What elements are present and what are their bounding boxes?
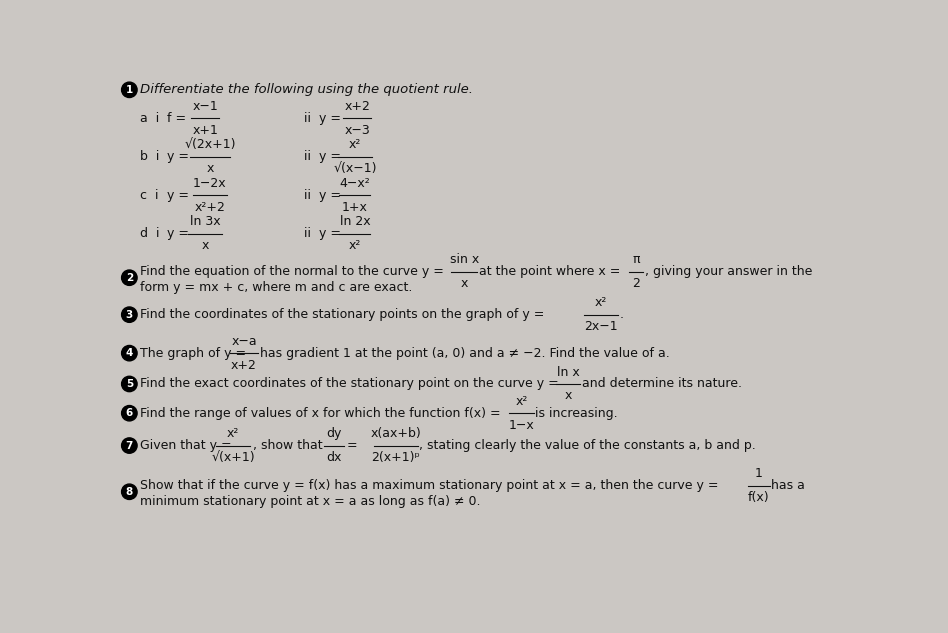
Text: f(x): f(x) (748, 491, 770, 504)
Text: 1−2x: 1−2x (193, 177, 227, 190)
Text: ln x: ln x (556, 366, 579, 379)
Text: √(2x+1): √(2x+1) (184, 139, 236, 151)
Text: 4−x²: 4−x² (339, 177, 371, 190)
Text: x²: x² (349, 239, 361, 252)
Text: ln 3x: ln 3x (190, 215, 221, 229)
Text: has a: has a (771, 479, 805, 492)
Text: and determine its nature.: and determine its nature. (582, 377, 742, 391)
Text: x²: x² (516, 395, 528, 408)
Text: =: = (346, 439, 357, 452)
Text: minimum stationary point at x = a as long as f(a) ≠ 0.: minimum stationary point at x = a as lon… (140, 494, 481, 508)
Text: 8: 8 (126, 487, 133, 497)
Text: 1−x: 1−x (509, 418, 535, 432)
Text: x²: x² (594, 296, 607, 310)
Text: dx: dx (326, 451, 341, 464)
Text: ii  y =: ii y = (304, 189, 341, 202)
Text: y =: y = (168, 150, 190, 163)
Circle shape (121, 82, 137, 97)
Text: x+2: x+2 (344, 100, 370, 113)
Text: Given that y =: Given that y = (140, 439, 232, 452)
Circle shape (121, 307, 137, 322)
Text: y =: y = (168, 227, 190, 241)
Text: 1: 1 (755, 467, 762, 480)
Text: a  i: a i (140, 112, 159, 125)
Text: Find the coordinates of the stationary points on the graph of y =: Find the coordinates of the stationary p… (140, 308, 544, 321)
Circle shape (121, 270, 137, 285)
Text: x²+2: x²+2 (194, 201, 226, 214)
Text: ln 2x: ln 2x (339, 215, 370, 229)
Text: is increasing.: is increasing. (536, 407, 618, 420)
Text: 6: 6 (126, 408, 133, 418)
Text: dy: dy (326, 427, 341, 440)
Circle shape (121, 346, 137, 361)
Text: d  i: d i (140, 227, 159, 241)
Text: 2: 2 (632, 277, 640, 290)
Text: 5: 5 (126, 379, 133, 389)
Text: Find the range of values of x for which the function f(x) =: Find the range of values of x for which … (140, 407, 501, 420)
Text: , show that: , show that (252, 439, 322, 452)
Text: √(x+1): √(x+1) (211, 451, 255, 464)
Text: .: . (619, 308, 623, 321)
Text: , stating clearly the value of the constants a, b and p.: , stating clearly the value of the const… (419, 439, 756, 452)
Text: 2: 2 (126, 273, 133, 283)
Text: f =: f = (168, 112, 187, 125)
Text: 2(x+1)ᵖ: 2(x+1)ᵖ (372, 451, 420, 464)
Text: 1+x: 1+x (342, 201, 368, 214)
Text: Show that if the curve y = f(x) has a maximum stationary point at x = a, then th: Show that if the curve y = f(x) has a ma… (140, 479, 719, 492)
Text: form y = mx + c, where m and c are exact.: form y = mx + c, where m and c are exact… (140, 281, 412, 294)
Text: x−3: x−3 (344, 123, 370, 137)
Circle shape (121, 376, 137, 392)
Text: π: π (632, 253, 640, 266)
Text: x+1: x+1 (192, 123, 218, 137)
Text: 3: 3 (126, 310, 133, 320)
Text: b  i: b i (140, 150, 159, 163)
Text: 1: 1 (126, 85, 133, 95)
Circle shape (121, 438, 137, 453)
Text: c  i: c i (140, 189, 158, 202)
Text: 7: 7 (126, 441, 133, 451)
Text: x: x (202, 239, 209, 252)
Text: √(x−1): √(x−1) (333, 162, 376, 175)
Text: , giving your answer in the: , giving your answer in the (645, 265, 812, 278)
Text: x²: x² (227, 427, 240, 440)
Text: x: x (207, 162, 213, 175)
Text: 4: 4 (126, 348, 133, 358)
Text: 2x−1: 2x−1 (584, 320, 617, 333)
Circle shape (121, 406, 137, 421)
Text: ii  y =: ii y = (304, 227, 341, 241)
Text: ii  y =: ii y = (304, 150, 341, 163)
Text: x(ax+b): x(ax+b) (371, 427, 421, 440)
Text: x²: x² (349, 139, 361, 151)
Text: at the point where x =: at the point where x = (479, 265, 620, 278)
Text: Find the equation of the normal to the curve y =: Find the equation of the normal to the c… (140, 265, 444, 278)
Text: x: x (564, 389, 572, 403)
Text: y =: y = (168, 189, 190, 202)
Text: has gradient 1 at the point (a, 0) and a ≠ −2. Find the value of a.: has gradient 1 at the point (a, 0) and a… (260, 347, 669, 360)
Text: Find the exact coordinates of the stationary point on the curve y =: Find the exact coordinates of the statio… (140, 377, 559, 391)
Text: x−1: x−1 (192, 100, 218, 113)
Text: Differentiate the following using the quotient rule.: Differentiate the following using the qu… (140, 84, 473, 96)
Text: x+2: x+2 (231, 358, 257, 372)
Text: sin x: sin x (449, 253, 479, 266)
Text: The graph of y =: The graph of y = (140, 347, 246, 360)
Text: ii  y =: ii y = (304, 112, 341, 125)
Text: x: x (461, 277, 467, 290)
Text: x−a: x−a (231, 335, 257, 348)
Circle shape (121, 484, 137, 499)
